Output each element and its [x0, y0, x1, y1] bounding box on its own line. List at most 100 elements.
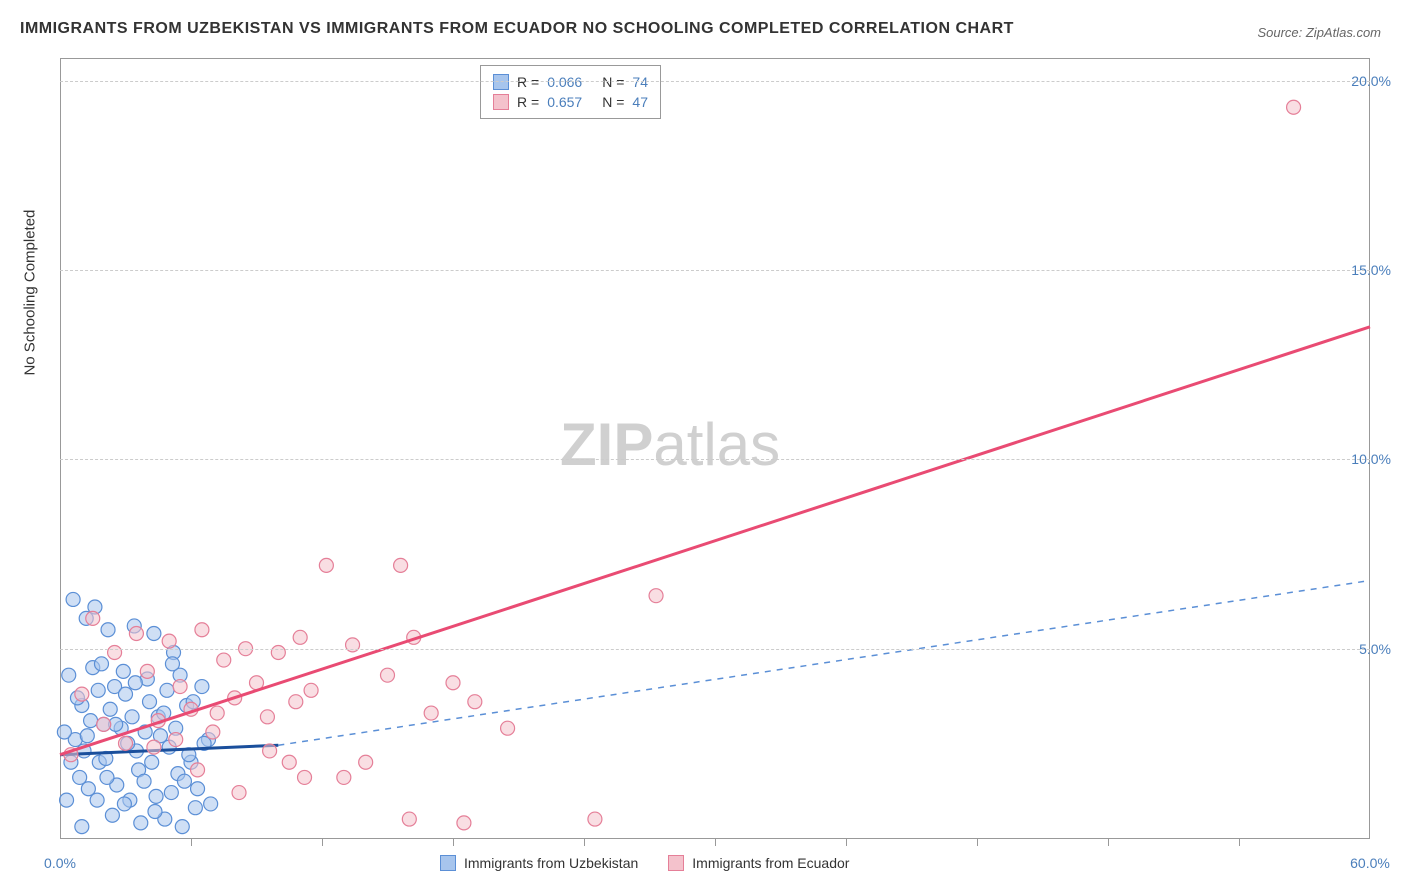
scatter-point	[298, 770, 312, 784]
x-tick	[191, 838, 192, 846]
scatter-point	[195, 623, 209, 637]
scatter-point	[304, 683, 318, 697]
scatter-point	[282, 755, 296, 769]
scatter-point	[346, 638, 360, 652]
x-tick	[977, 838, 978, 846]
y-tick-label: 10.0%	[1351, 451, 1391, 467]
x-tick	[584, 838, 585, 846]
scatter-point	[289, 695, 303, 709]
scatter-point	[263, 744, 277, 758]
scatter-point	[191, 782, 205, 796]
scatter-point	[271, 645, 285, 659]
scatter-point	[188, 801, 202, 815]
x-tick-label: 0.0%	[44, 855, 76, 871]
legend-swatch	[440, 855, 456, 871]
scatter-point	[177, 774, 191, 788]
scatter-point	[1287, 100, 1301, 114]
scatter-point	[175, 820, 189, 834]
gridline	[60, 270, 1370, 271]
series-name: Immigrants from Ecuador	[692, 855, 849, 871]
scatter-point	[80, 729, 94, 743]
scatter-point	[468, 695, 482, 709]
scatter-point	[145, 755, 159, 769]
gridline	[60, 649, 1370, 650]
scatter-point	[97, 717, 111, 731]
scatter-point	[501, 721, 515, 735]
trend-line-extrapolated	[278, 581, 1370, 746]
scatter-point	[117, 797, 131, 811]
x-tick	[322, 838, 323, 846]
legend-swatch	[493, 74, 509, 90]
legend-row: R =0.066N =74	[493, 72, 648, 92]
legend-swatch	[668, 855, 684, 871]
scatter-point	[260, 710, 274, 724]
scatter-point	[149, 789, 163, 803]
scatter-point	[319, 558, 333, 572]
scatter-point	[165, 657, 179, 671]
x-tick	[1239, 838, 1240, 846]
scatter-point	[147, 627, 161, 641]
scatter-point	[402, 812, 416, 826]
scatter-point	[90, 793, 104, 807]
scatter-point	[649, 589, 663, 603]
scatter-point	[147, 740, 161, 754]
scatter-point	[191, 763, 205, 777]
correlation-legend: R =0.066N =74R =0.657N =47	[480, 65, 661, 119]
scatter-point	[164, 786, 178, 800]
scatter-point	[129, 627, 143, 641]
scatter-point	[73, 770, 87, 784]
scatter-point	[588, 812, 602, 826]
scatter-point	[195, 680, 209, 694]
scatter-point	[103, 702, 117, 716]
scatter-point	[57, 725, 71, 739]
scatter-point	[232, 786, 246, 800]
scatter-point	[217, 653, 231, 667]
scatter-point	[84, 714, 98, 728]
scatter-point	[62, 668, 76, 682]
scatter-point	[134, 816, 148, 830]
x-tick	[846, 838, 847, 846]
scatter-point	[169, 733, 183, 747]
scatter-point	[119, 687, 133, 701]
r-value: 0.657	[547, 94, 582, 110]
scatter-point	[94, 657, 108, 671]
n-value: 74	[632, 74, 648, 90]
scatter-point	[381, 668, 395, 682]
gridline	[60, 459, 1370, 460]
series-legend-item: Immigrants from Ecuador	[668, 855, 849, 871]
x-tick	[715, 838, 716, 846]
source-attribution: Source: ZipAtlas.com	[1257, 25, 1381, 40]
y-tick-label: 20.0%	[1351, 73, 1391, 89]
scatter-point	[128, 676, 142, 690]
trend-line	[60, 327, 1370, 755]
scatter-point	[66, 592, 80, 606]
scatter-point	[101, 623, 115, 637]
scatter-point	[86, 611, 100, 625]
scatter-point	[210, 706, 224, 720]
series-legend: Immigrants from Uzbekistan Immigrants fro…	[440, 855, 849, 871]
scatter-point	[116, 664, 130, 678]
x-tick-label: 60.0%	[1350, 855, 1390, 871]
n-value: 47	[632, 94, 648, 110]
chart-title: IMMIGRANTS FROM UZBEKISTAN VS IMMIGRANTS…	[20, 20, 1014, 38]
r-label: R =	[517, 94, 539, 110]
scatter-point	[173, 680, 187, 694]
series-legend-item: Immigrants from Uzbekistan	[440, 855, 638, 871]
y-axis-label: No Schooling Completed	[22, 210, 39, 376]
scatter-point	[143, 695, 157, 709]
scatter-point	[457, 816, 471, 830]
r-value: 0.066	[547, 74, 582, 90]
scatter-point	[148, 804, 162, 818]
scatter-point	[60, 793, 74, 807]
r-label: R =	[517, 74, 539, 90]
scatter-point	[394, 558, 408, 572]
scatter-point	[75, 820, 89, 834]
scatter-point	[119, 736, 133, 750]
x-tick	[453, 838, 454, 846]
scatter-point	[91, 683, 105, 697]
scatter-plot-svg	[60, 58, 1370, 838]
scatter-point	[359, 755, 373, 769]
legend-row: R =0.657N =47	[493, 92, 648, 112]
y-tick-label: 15.0%	[1351, 262, 1391, 278]
scatter-point	[125, 710, 139, 724]
